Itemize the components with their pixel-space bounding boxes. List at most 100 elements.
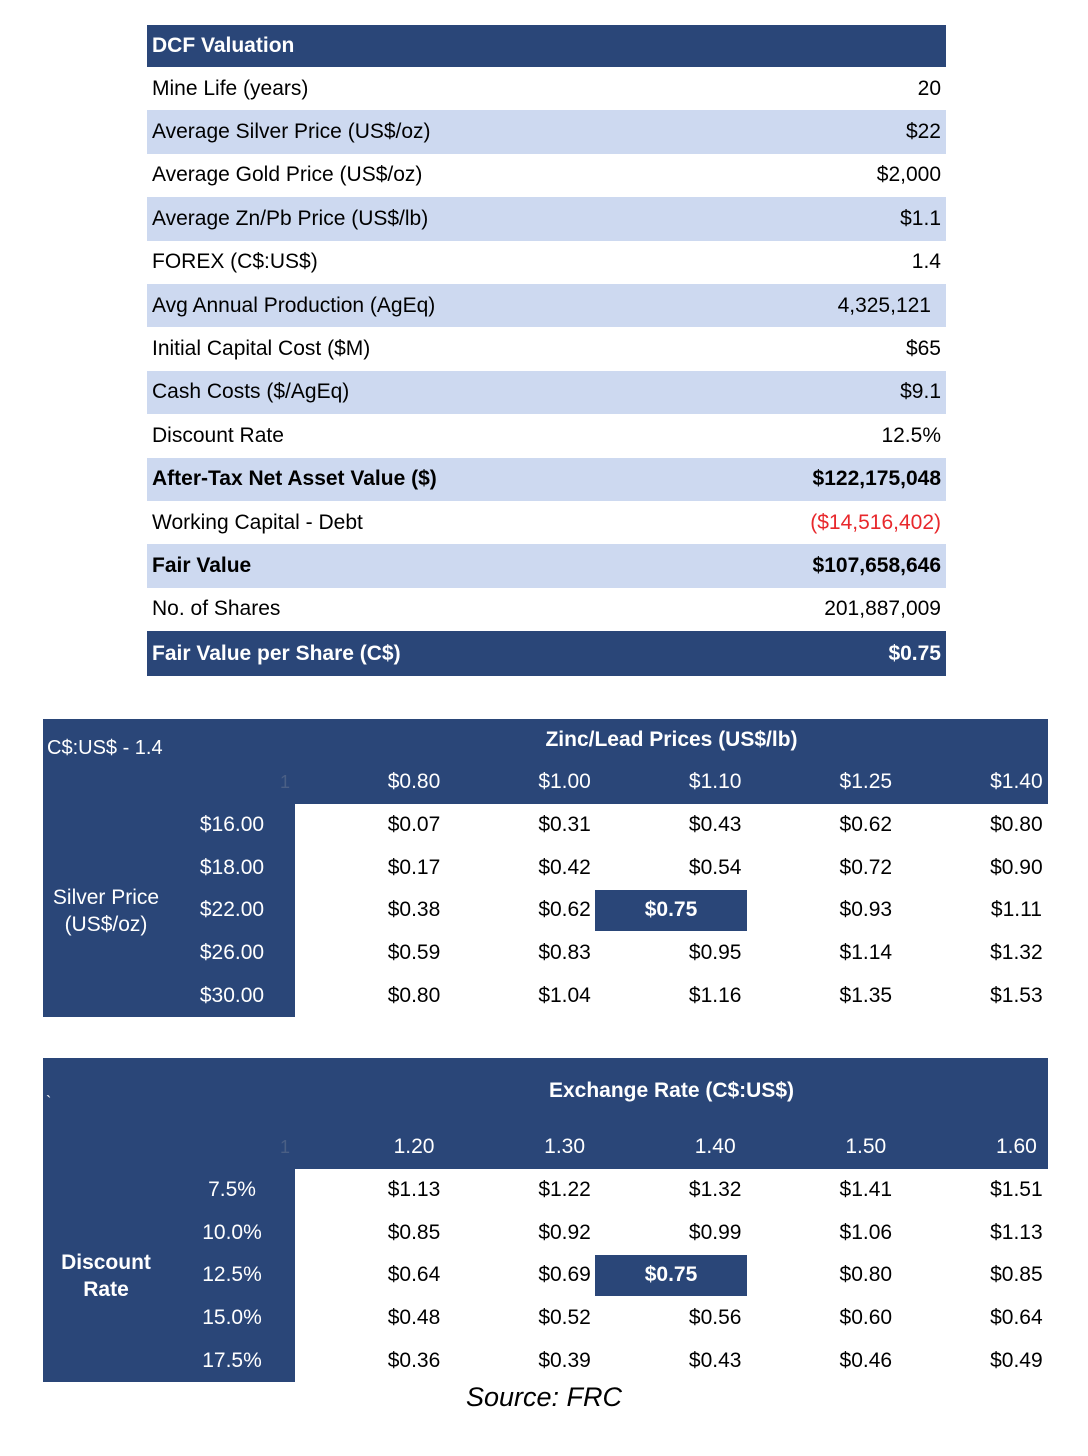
table-cell: $0.07 (387, 813, 441, 837)
dcf-footer-row: Fair Value per Share (C$) $0.75 (147, 631, 946, 677)
highlighted-base-case-cell: $0.75 (595, 1255, 747, 1296)
dcf-row-value: $22 (905, 120, 941, 144)
row-header: 12.5% (202, 1263, 262, 1287)
table-cell: $0.43 (688, 813, 742, 837)
column-header: 1.20 (393, 1135, 435, 1158)
fx-discount-sensitivity-table: ` Exchange Rate (C$:US$) 1 1.20 1.30 1.40 1.50… (43, 1058, 1048, 1382)
corner-mark: 1 (279, 771, 290, 792)
table-cell: $0.54 (688, 855, 742, 879)
fair-value-per-share-label: Fair Value per Share (C$) (152, 641, 401, 665)
table-cell: $1.53 (990, 983, 1043, 1007)
table-cell: $0.59 (387, 941, 441, 965)
table-cell: $0.99 (688, 1220, 742, 1244)
corner-label: ` (46, 1094, 52, 1111)
dcf-row-value: 12.5% (881, 423, 941, 447)
table-cell: $0.39 (538, 1348, 591, 1372)
table-cell: $0.36 (387, 1348, 441, 1372)
corner-mark: 1 (279, 1136, 290, 1157)
table-cell: $1.51 (990, 1178, 1043, 1202)
table-cell: $1.35 (839, 983, 893, 1007)
table-cell: $1.11 (990, 898, 1042, 922)
row-label-column (43, 1058, 295, 1382)
table-cell: $0.56 (688, 1306, 742, 1330)
table-cell: $0.46 (839, 1348, 893, 1372)
column-group-header: Exchange Rate (C$:US$) (548, 1079, 795, 1102)
row-header: 17.5% (202, 1348, 262, 1372)
dcf-row-value: $2,000 (876, 163, 941, 187)
table-cell: $1.32 (688, 1178, 742, 1202)
dcf-row-value: $122,175,048 (812, 467, 941, 491)
table-cell: $0.64 (990, 1306, 1043, 1330)
table-cell: $0.60 (839, 1306, 893, 1330)
dcf-row: Discount Rate 12.5% (147, 414, 946, 457)
dcf-row: After-Tax Net Asset Value ($) $122,175,0… (147, 457, 946, 501)
dcf-row-value: 4,325,121 (837, 293, 931, 317)
column-header: 1.40 (694, 1135, 736, 1158)
table-cell: $0.62 (839, 813, 893, 837)
column-header: 1.30 (544, 1135, 586, 1158)
table-cell: $0.85 (990, 1263, 1043, 1287)
row-header: $26.00 (199, 941, 265, 965)
table-cell: $0.43 (688, 1348, 742, 1372)
row-label-column (43, 719, 295, 1017)
dcf-row-value: 1.4 (911, 250, 941, 274)
fair-value-per-share-value: $0.75 (888, 641, 941, 665)
dcf-row: No. of Shares 201,887,009 (147, 588, 946, 631)
dcf-row-value-negative: ($14,516,402) (810, 510, 941, 534)
highlighted-base-case-cell: $0.75 (595, 890, 747, 931)
table-cell: $0.80 (839, 1263, 893, 1287)
column-header: $1.00 (538, 770, 591, 793)
zinc-silver-sensitivity-table: C$:US$ - 1.4 Zinc/Lead Prices (US$/lb) 1 $0… (43, 719, 1048, 1017)
table-cell: $1.06 (839, 1220, 893, 1244)
table-cell: $1.13 (990, 1220, 1043, 1244)
dcf-row: Initial Capital Cost ($M) $65 (147, 327, 946, 370)
row-header: 7.5% (208, 1178, 256, 1202)
dcf-row-value: 201,887,009 (824, 597, 941, 621)
dcf-row-label: Fair Value (152, 553, 252, 577)
row-header: 10.0% (202, 1220, 262, 1244)
table-cell: $0.69 (538, 1263, 591, 1287)
dcf-row-value: $9.1 (900, 380, 941, 404)
dcf-row-label: Mine Life (years) (152, 76, 309, 100)
column-header: $1.40 (990, 770, 1043, 793)
dcf-row: Average Silver Price (US$/oz) $22 (147, 110, 946, 154)
corner-label: C$:US$ - 1.4 (47, 736, 163, 759)
dcf-row-label: FOREX (C$:US$) (152, 250, 318, 274)
row-header: $22.00 (199, 898, 265, 922)
dcf-row: Average Gold Price (US$/oz) $2,000 (147, 154, 946, 197)
table-cell: $0.95 (688, 941, 742, 965)
row-group-label: Discount Rate (61, 1250, 151, 1301)
table-cell: $0.64 (387, 1263, 441, 1287)
dcf-row-label: Average Zn/Pb Price (US$/lb) (152, 206, 429, 230)
row-header: $16.00 (199, 813, 265, 837)
table-cell: $0.80 (990, 813, 1043, 837)
column-header: $1.10 (688, 770, 742, 793)
dcf-row: Fair Value $107,658,646 (147, 544, 946, 588)
dcf-title: DCF Valuation (152, 34, 295, 57)
dcf-row: FOREX (C$:US$) 1.4 (147, 241, 946, 284)
table-cell: $0.17 (387, 855, 441, 879)
dcf-row-label: Discount Rate (152, 423, 284, 447)
table-cell: $0.80 (387, 983, 441, 1007)
column-header: 1.50 (845, 1135, 887, 1158)
source-caption: Source: FRC (465, 1382, 623, 1412)
table-cell: $0.42 (538, 855, 591, 879)
table-cell: $0.90 (990, 855, 1043, 879)
table-cell: $1.16 (688, 983, 742, 1007)
dcf-row: Working Capital - Debt ($14,516,402) (147, 501, 946, 544)
column-header: $1.25 (839, 770, 893, 793)
dcf-row-label: Cash Costs ($/AgEq) (152, 380, 350, 404)
table-cell: $0.83 (538, 941, 591, 965)
table-cell: $0.48 (387, 1306, 441, 1330)
table-cell: $0.31 (538, 813, 591, 837)
dcf-row: Avg Annual Production (AgEq) 4,325,121 (147, 283, 946, 328)
dcf-row-label: Initial Capital Cost ($M) (152, 337, 371, 361)
column-header: 1.60 (995, 1135, 1037, 1158)
table-cell: $1.22 (538, 1178, 591, 1202)
table-cell: $0.92 (538, 1220, 591, 1244)
table-cell: $1.41 (839, 1178, 893, 1202)
table-cell: $0.38 (387, 898, 441, 922)
row-header: $30.00 (199, 983, 265, 1007)
dcf-valuation-table: DCF Valuation Mine Life (years) 20 Avera… (147, 25, 946, 677)
column-header: $0.80 (387, 770, 441, 793)
